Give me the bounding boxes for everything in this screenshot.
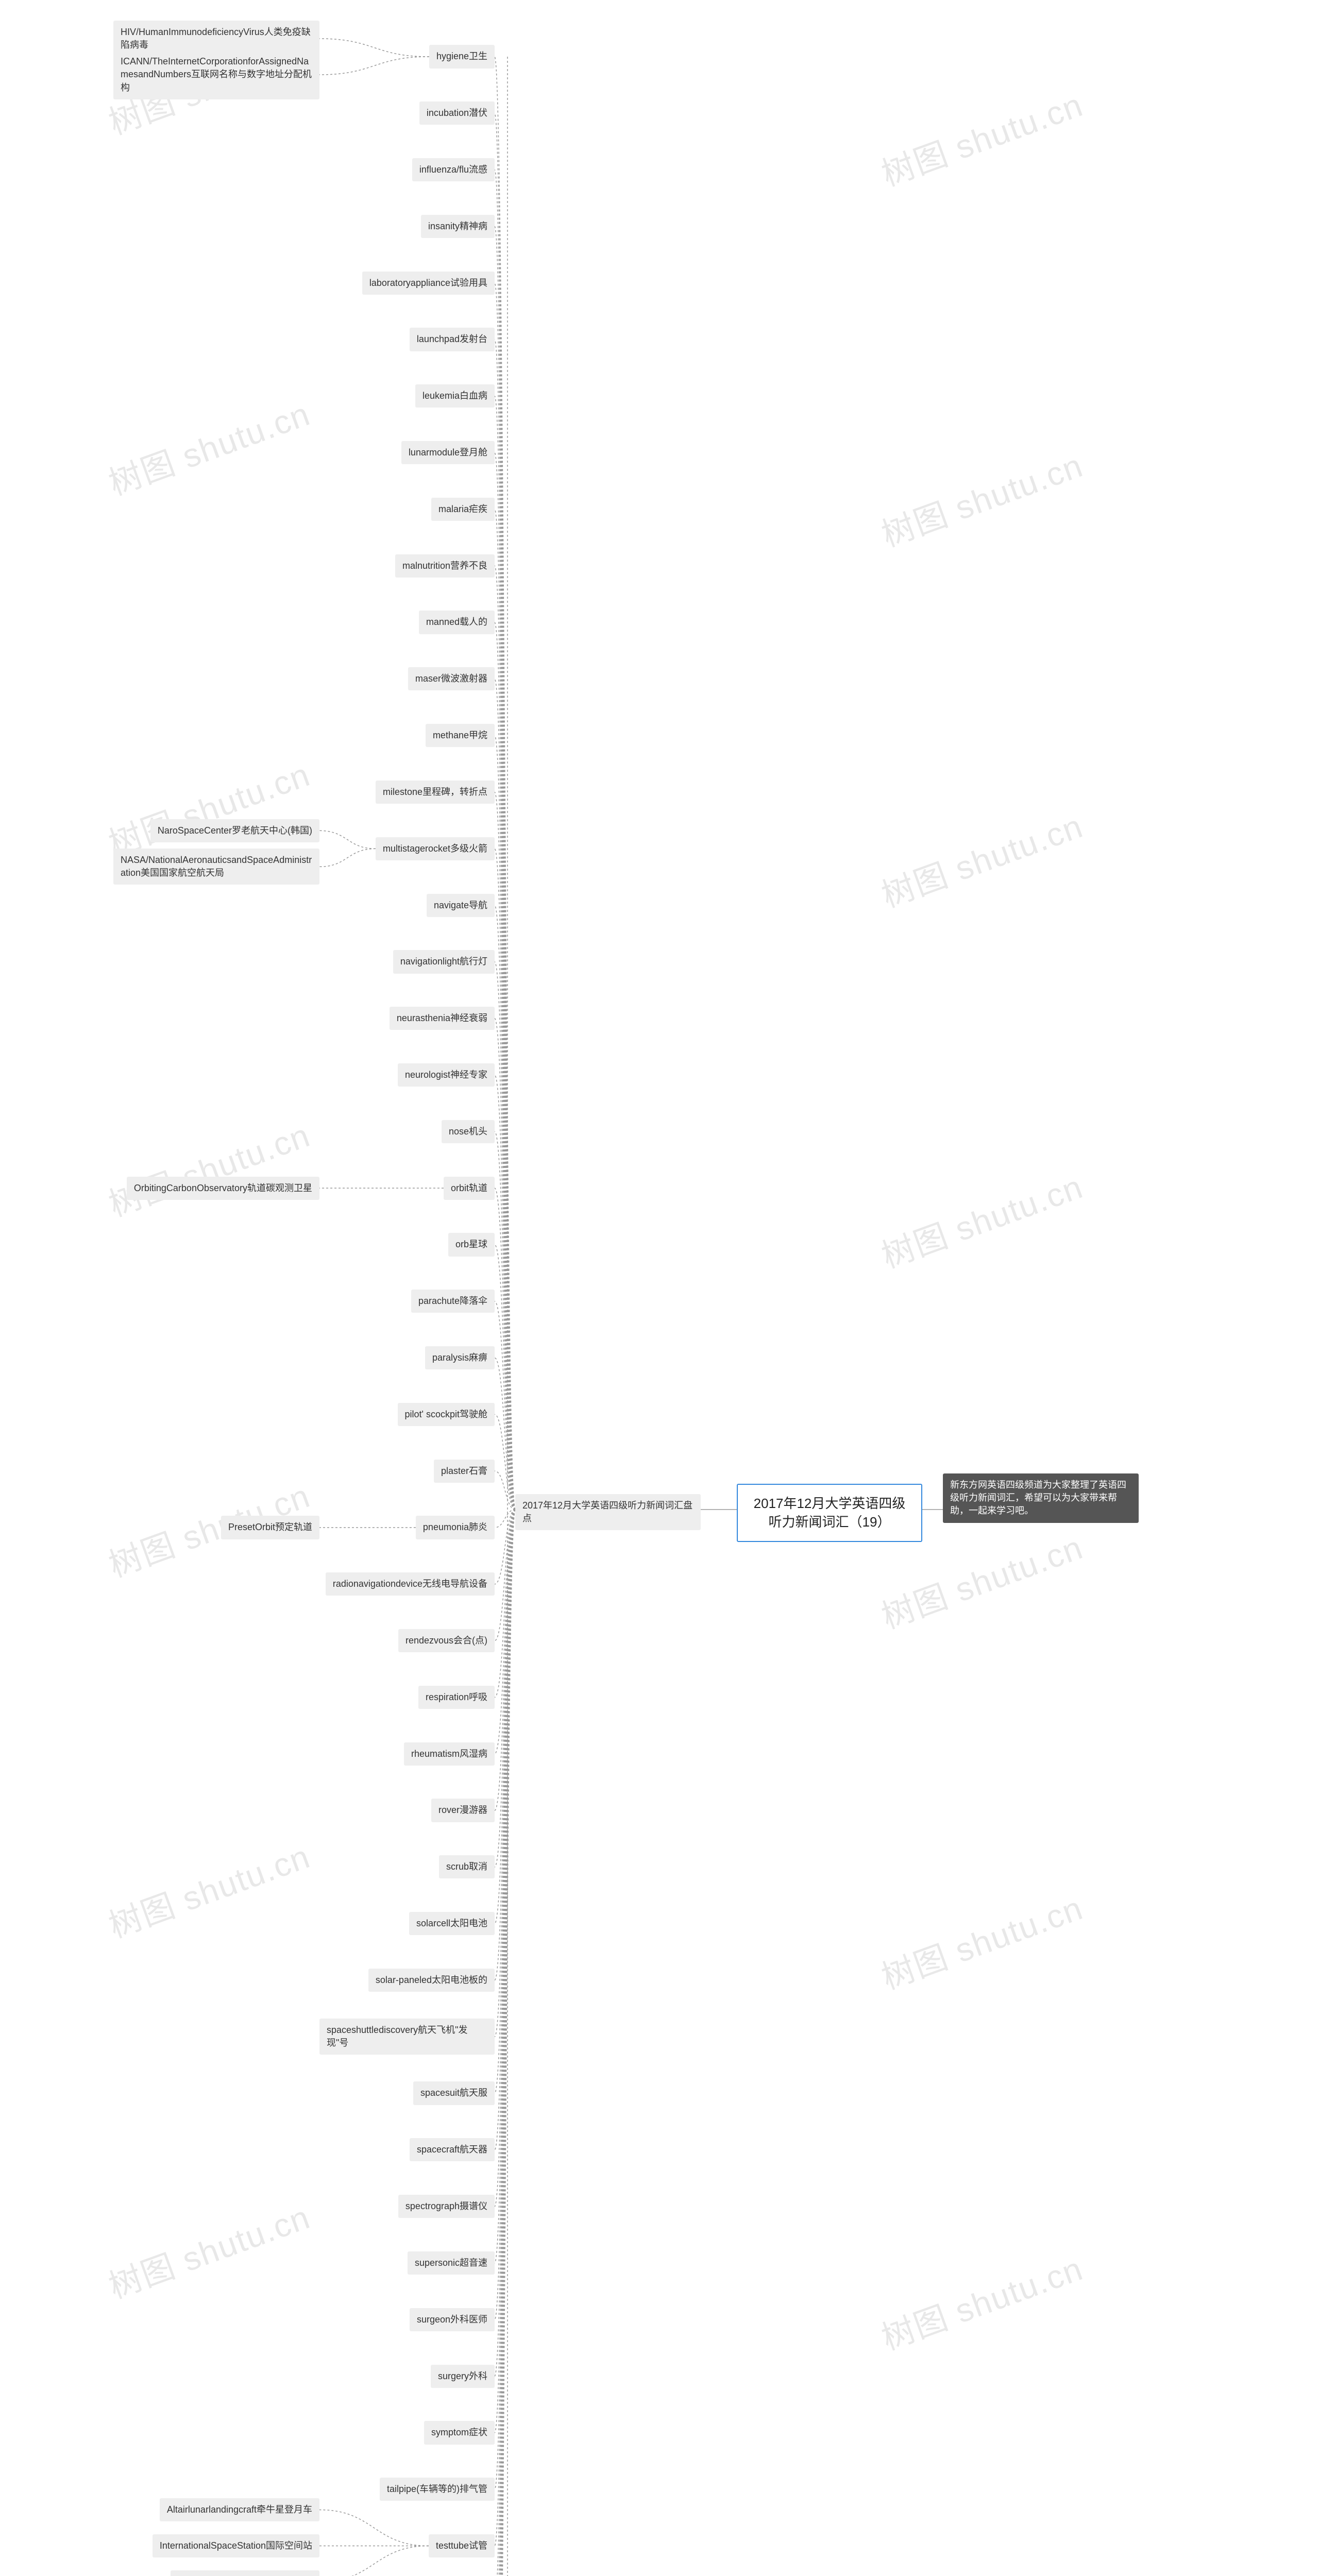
item-node[interactable]: orb星球 [448, 1233, 495, 1256]
child-node[interactable]: Orionlaunchvehicle猎户座太空船 [171, 2570, 319, 2576]
child-node[interactable]: NaroSpaceCenter罗老航天中心(韩国) [150, 819, 319, 842]
item-node[interactable]: paralysis麻痹 [425, 1346, 495, 1369]
item-node[interactable]: rheumatism风湿病 [404, 1742, 495, 1766]
watermark: 树图 shutu.cn [102, 1109, 316, 1226]
item-node[interactable]: pilot' scockpit驾驶舱 [398, 1403, 495, 1426]
watermark: 树图 shutu.cn [874, 2243, 1089, 2360]
item-node[interactable]: maser微波激射器 [408, 667, 495, 690]
connector-layer [0, 0, 1319, 2576]
item-node[interactable]: neurasthenia神经衰弱 [390, 1007, 495, 1030]
child-node[interactable]: OrbitingCarbonObservatory轨道碳观测卫星 [127, 1177, 319, 1200]
watermark: 树图 shutu.cn [874, 439, 1089, 556]
item-node[interactable]: hygiene卫生 [429, 45, 495, 68]
child-node[interactable]: ICANN/TheInternetCorporationforAssignedN… [113, 50, 319, 99]
item-node[interactable]: plaster石膏 [434, 1460, 495, 1483]
item-node[interactable]: respiration呼吸 [418, 1686, 495, 1709]
item-node[interactable]: testtube试管 [429, 2534, 495, 2557]
item-node[interactable]: nose机头 [442, 1120, 495, 1143]
child-node[interactable]: Altairlunarlandingcraft牵牛星登月车 [160, 2498, 319, 2521]
child-node[interactable]: PresetOrbit预定轨道 [221, 1516, 319, 1539]
description-node: 新东方网英语四级频道为大家整理了英语四级听力新闻词汇，希望可以为大家带来帮助，一… [943, 1473, 1139, 1523]
item-node[interactable]: incubation潜伏 [419, 101, 495, 125]
item-node[interactable]: solarcell太阳电池 [409, 1912, 495, 1935]
item-node[interactable]: malaria疟疾 [431, 498, 495, 521]
watermark: 树图 shutu.cn [874, 1882, 1089, 1999]
hub-node[interactable]: 2017年12月大学英语四级听力新闻词汇盘点 [515, 1494, 701, 1530]
item-node[interactable]: neurologist神经专家 [398, 1063, 495, 1087]
item-node[interactable]: milestone里程碑，转折点 [376, 781, 495, 804]
watermark: 树图 shutu.cn [874, 79, 1089, 196]
item-node[interactable]: manned载人的 [419, 611, 495, 634]
item-node[interactable]: symptom症状 [424, 2421, 495, 2444]
watermark: 树图 shutu.cn [102, 388, 316, 505]
item-node[interactable]: scrub取消 [439, 1855, 495, 1878]
item-node[interactable]: orbit轨道 [444, 1177, 495, 1200]
watermark: 树图 shutu.cn [102, 749, 316, 866]
item-node[interactable]: influenza/flu流感 [412, 158, 495, 181]
item-node[interactable]: launchpad发射台 [410, 328, 495, 351]
item-node[interactable]: navigate导航 [427, 894, 495, 917]
item-node[interactable]: spacecraft航天器 [410, 2138, 495, 2161]
item-node[interactable]: supersonic超音速 [408, 2251, 495, 2275]
watermark: 树图 shutu.cn [874, 1161, 1089, 1278]
child-node[interactable]: NASA/NationalAeronauticsandSpaceAdminist… [113, 849, 319, 885]
item-node[interactable]: rover漫游器 [431, 1799, 495, 1822]
item-node[interactable]: laboratoryappliance试验用具 [362, 272, 495, 295]
item-node[interactable]: solar-paneled太阳电池板的 [368, 1969, 495, 1992]
child-node[interactable]: InternationalSpaceStation国际空间站 [153, 2534, 319, 2557]
watermark: 树图 shutu.cn [102, 2191, 316, 2308]
item-node[interactable]: lunarmodule登月舱 [401, 441, 495, 464]
item-node[interactable]: multistagerocket多级火箭 [376, 837, 495, 860]
item-node[interactable]: methane甲烷 [426, 724, 495, 747]
watermark: 树图 shutu.cn [102, 1831, 316, 1947]
item-node[interactable]: pneumonia肺炎 [416, 1516, 495, 1539]
item-node[interactable]: leukemia白血病 [415, 384, 495, 408]
item-node[interactable]: insanity精神病 [421, 215, 495, 238]
item-node[interactable]: surgery外科 [431, 2365, 495, 2388]
item-node[interactable]: spectrograph摄谱仪 [398, 2195, 495, 2218]
item-node[interactable]: tailpipe(车辆等的)排气管 [380, 2478, 495, 2501]
item-node[interactable]: surgeon外科医师 [410, 2308, 495, 2331]
item-node[interactable]: parachute降落伞 [411, 1290, 495, 1313]
item-node[interactable]: malnutrition营养不良 [395, 554, 495, 578]
item-node[interactable]: rendezvous会合(点) [398, 1629, 495, 1652]
item-node[interactable]: navigationlight航行灯 [393, 950, 495, 973]
item-node[interactable]: spaceshuttlediscovery航天飞机"发现"号 [319, 2019, 495, 2055]
item-node[interactable]: spacesuit航天服 [413, 2081, 495, 2105]
root-node[interactable]: 2017年12月大学英语四级听力新闻词汇（19） [737, 1484, 922, 1542]
mindmap-stage: 树图 shutu.cn 树图 shutu.cn 树图 shutu.cn 树图 shut… [0, 0, 1319, 2576]
item-node[interactable]: radionavigationdevice无线电导航设备 [326, 1572, 495, 1596]
watermark: 树图 shutu.cn [874, 800, 1089, 917]
